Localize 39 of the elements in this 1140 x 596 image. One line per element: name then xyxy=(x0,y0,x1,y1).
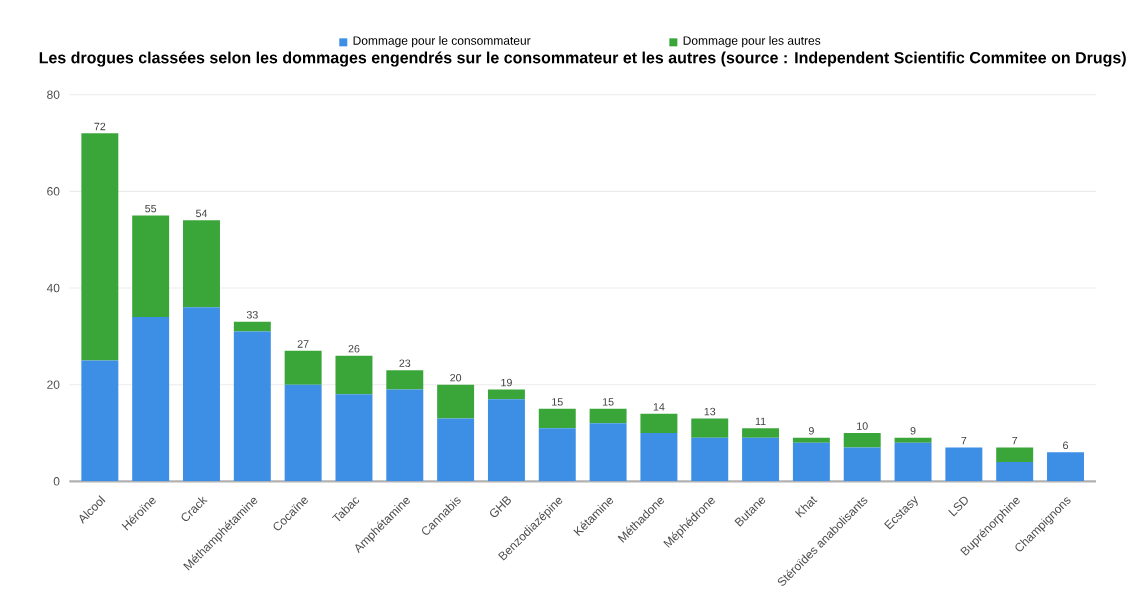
bar xyxy=(233,331,271,482)
bar xyxy=(487,389,525,400)
bar xyxy=(589,408,627,424)
bar xyxy=(589,423,627,482)
bar xyxy=(945,447,983,482)
bar xyxy=(792,442,830,482)
bar xyxy=(132,317,170,482)
bar xyxy=(183,220,220,308)
bar xyxy=(843,447,881,482)
bar xyxy=(843,433,881,448)
bar xyxy=(132,215,170,318)
bar xyxy=(538,428,576,482)
bar xyxy=(437,418,475,482)
bar xyxy=(742,428,780,438)
bar xyxy=(894,437,932,443)
bar xyxy=(691,418,729,438)
bar xyxy=(386,370,424,390)
bar xyxy=(386,389,424,482)
bar xyxy=(538,408,576,429)
bar xyxy=(996,462,1034,482)
bar xyxy=(742,437,780,482)
bar xyxy=(183,307,220,482)
bar xyxy=(640,413,678,433)
bar xyxy=(691,437,729,482)
chart-title: Les drogues classées selon les dommages engendrés sur le consommateur et les autres (source : Independent Scientific Commitee on Drugs) xyxy=(39,51,1126,67)
bar xyxy=(284,350,322,385)
bar xyxy=(233,321,271,332)
bar xyxy=(284,384,322,482)
bar xyxy=(487,399,525,482)
bar xyxy=(335,394,373,482)
bar xyxy=(1047,452,1084,482)
bar xyxy=(335,355,373,395)
bar xyxy=(81,360,119,482)
bar xyxy=(792,437,830,443)
bar xyxy=(894,442,932,482)
bar xyxy=(437,384,475,419)
bar xyxy=(640,433,678,482)
bar xyxy=(81,133,119,361)
bar xyxy=(996,447,1034,463)
